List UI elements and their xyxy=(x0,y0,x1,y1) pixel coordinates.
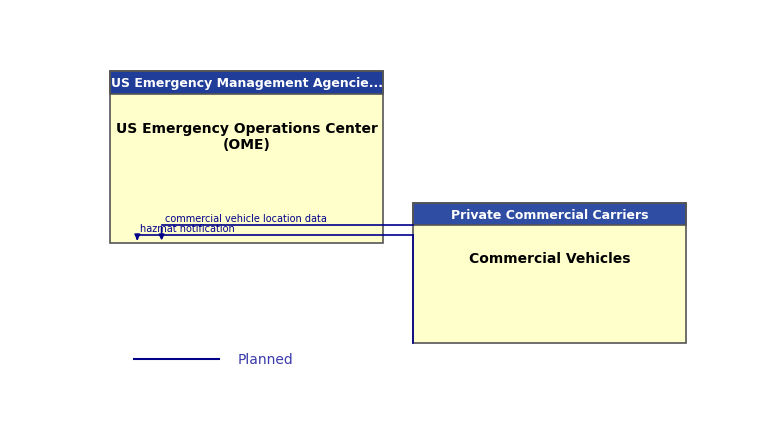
Text: commercial vehicle location data: commercial vehicle location data xyxy=(164,214,327,224)
Text: Commercial Vehicles: Commercial Vehicles xyxy=(469,252,631,265)
Bar xyxy=(413,204,687,343)
Text: US Emergency Management Agencie...: US Emergency Management Agencie... xyxy=(110,77,383,89)
Text: Planned: Planned xyxy=(237,353,293,366)
Bar xyxy=(413,204,687,225)
Bar xyxy=(110,71,383,244)
Text: US Emergency Operations Center
(OME): US Emergency Operations Center (OME) xyxy=(116,121,377,151)
Bar xyxy=(413,204,687,225)
Bar xyxy=(110,95,383,244)
Bar xyxy=(110,71,383,95)
Text: Private Commercial Carriers: Private Commercial Carriers xyxy=(451,208,648,221)
Text: hazmat notification: hazmat notification xyxy=(140,224,235,233)
Bar xyxy=(110,71,383,95)
Bar xyxy=(413,225,687,343)
